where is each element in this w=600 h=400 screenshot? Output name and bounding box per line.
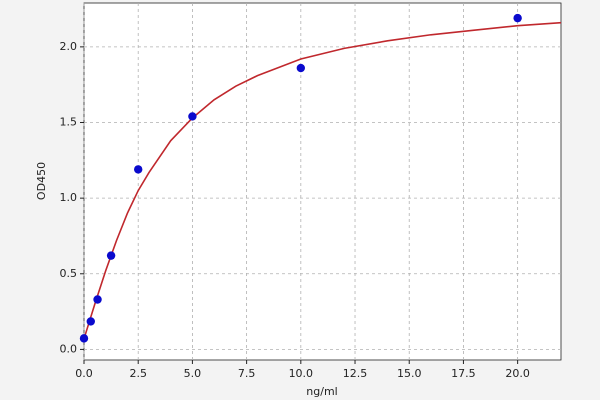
x-tick-label: 17.5	[451, 367, 476, 380]
x-tick-label: 15.0	[397, 367, 422, 380]
data-point	[93, 295, 102, 304]
data-point	[79, 334, 89, 343]
x-tick-label: 12.5	[343, 367, 368, 380]
x-tick-label: 7.5	[238, 367, 256, 380]
y-tick-label: 0.5	[60, 267, 78, 280]
data-point	[134, 165, 143, 174]
data-point	[86, 317, 95, 326]
data-point	[513, 13, 522, 23]
data-point	[188, 112, 197, 121]
x-axis-label: ng/ml	[306, 385, 337, 398]
plot-area	[83, 2, 562, 361]
fit-curve	[83, 21, 562, 340]
x-tick-label: 20.0	[505, 367, 530, 380]
y-tick-label: 0.0	[60, 342, 78, 355]
x-tick-label: 2.5	[129, 367, 147, 380]
x-tick-label: 10.0	[289, 367, 314, 380]
data-point	[296, 63, 306, 73]
y-tick-label: 1.5	[60, 116, 78, 129]
y-tick-label: 1.0	[60, 191, 78, 204]
y-tick-label: 2.0	[60, 40, 78, 53]
x-tick-label: 0.0	[75, 367, 93, 380]
data-point	[106, 251, 116, 260]
x-tick-label: 5.0	[184, 367, 202, 380]
y-axis-label: OD450	[35, 162, 48, 200]
